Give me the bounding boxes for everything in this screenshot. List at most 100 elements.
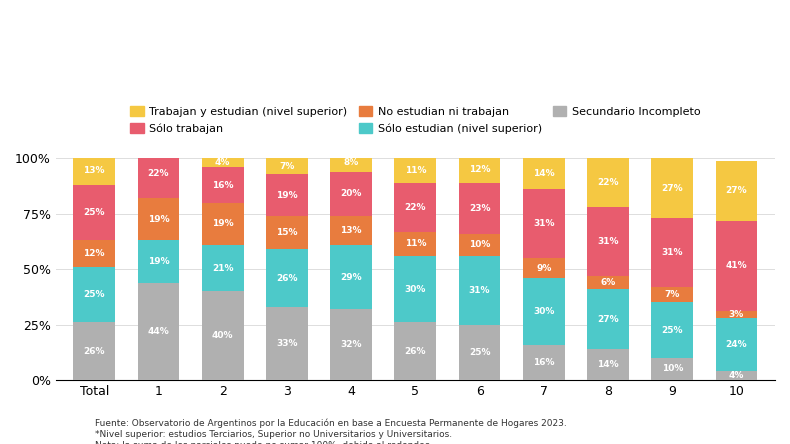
Bar	[716, 318, 758, 371]
Text: 26%: 26%	[276, 274, 298, 283]
Text: 26%: 26%	[404, 347, 426, 356]
Text: 11%: 11%	[404, 166, 426, 175]
Bar	[201, 167, 243, 203]
Text: 25%: 25%	[468, 348, 491, 357]
Text: 14%: 14%	[597, 360, 619, 369]
Text: 31%: 31%	[661, 248, 683, 257]
Text: 26%: 26%	[84, 347, 105, 356]
Text: 19%: 19%	[148, 215, 169, 224]
Text: 30%: 30%	[404, 285, 426, 293]
Text: 15%: 15%	[276, 228, 298, 237]
Bar	[716, 221, 758, 311]
Text: Nota: la suma de los parciales puede no sumar 100%, debido al redondeo.: Nota: la suma de los parciales puede no …	[95, 441, 433, 444]
Bar	[587, 159, 629, 207]
Bar	[73, 185, 115, 241]
Text: 6%: 6%	[600, 278, 615, 287]
Text: 27%: 27%	[661, 184, 683, 193]
Bar	[523, 159, 565, 190]
Bar	[330, 154, 372, 172]
Bar	[394, 232, 436, 256]
Bar	[587, 276, 629, 289]
Bar	[201, 245, 243, 291]
Bar	[201, 203, 243, 245]
Bar	[330, 245, 372, 309]
Bar	[201, 291, 243, 380]
Text: 7%: 7%	[279, 162, 295, 170]
Bar	[394, 322, 436, 380]
Text: 31%: 31%	[533, 219, 555, 228]
Text: 16%: 16%	[533, 358, 555, 367]
Text: 16%: 16%	[212, 181, 234, 190]
Bar	[137, 241, 179, 282]
Bar	[459, 325, 500, 380]
Bar	[394, 183, 436, 232]
Text: 22%: 22%	[148, 170, 169, 178]
Bar	[587, 289, 629, 349]
Bar	[652, 218, 693, 287]
Bar	[330, 309, 372, 380]
Bar	[266, 250, 308, 307]
Text: 4%: 4%	[215, 159, 231, 167]
Bar	[523, 190, 565, 258]
Text: 27%: 27%	[726, 186, 747, 195]
Text: 21%: 21%	[212, 264, 234, 273]
Text: 40%: 40%	[212, 331, 234, 340]
Bar	[459, 156, 500, 183]
Bar	[587, 349, 629, 380]
Text: 19%: 19%	[276, 190, 298, 199]
Text: 19%: 19%	[148, 257, 169, 266]
Text: 31%: 31%	[597, 237, 619, 246]
Text: 30%: 30%	[533, 307, 555, 316]
Bar	[137, 145, 179, 150]
Bar	[523, 278, 565, 345]
Text: 2%: 2%	[151, 143, 166, 152]
Bar	[716, 311, 758, 318]
Text: 24%: 24%	[726, 340, 747, 349]
Bar	[73, 322, 115, 380]
Text: 25%: 25%	[84, 290, 105, 299]
Bar	[652, 159, 693, 218]
Bar	[73, 267, 115, 322]
Bar	[587, 207, 629, 276]
Text: 25%: 25%	[661, 326, 683, 335]
Text: 41%: 41%	[726, 262, 747, 270]
Bar	[137, 198, 179, 241]
Text: 22%: 22%	[404, 203, 426, 212]
Text: 8%: 8%	[344, 159, 359, 167]
Text: 3%: 3%	[729, 310, 744, 319]
Text: Fuente: Observatorio de Argentinos por la Educación en base a Encuesta Permanent: Fuente: Observatorio de Argentinos por l…	[95, 419, 566, 428]
Text: 12%: 12%	[84, 249, 105, 258]
Text: 19%: 19%	[212, 219, 234, 228]
Text: 29%: 29%	[340, 273, 362, 281]
Bar	[73, 241, 115, 267]
Text: 4%: 4%	[729, 371, 744, 380]
Text: 14%: 14%	[533, 170, 555, 178]
Text: 22%: 22%	[597, 178, 619, 187]
Bar	[459, 256, 500, 325]
Text: 27%: 27%	[597, 315, 619, 324]
Bar	[266, 159, 308, 174]
Bar	[459, 183, 500, 234]
Bar	[716, 161, 758, 221]
Bar	[266, 174, 308, 216]
Text: 31%: 31%	[468, 286, 491, 295]
Bar	[523, 258, 565, 278]
Text: 25%: 25%	[84, 208, 105, 217]
Bar	[652, 358, 693, 380]
Bar	[266, 216, 308, 250]
Text: 12%: 12%	[468, 165, 491, 174]
Bar	[716, 371, 758, 380]
Text: 11%: 11%	[404, 239, 426, 248]
Text: 13%: 13%	[340, 226, 362, 235]
Text: 10%: 10%	[469, 240, 491, 250]
Bar	[330, 172, 372, 216]
Text: 32%: 32%	[340, 340, 362, 349]
Bar	[394, 256, 436, 322]
Bar	[652, 287, 693, 302]
Text: 44%: 44%	[148, 327, 169, 336]
Text: 7%: 7%	[664, 290, 680, 299]
Text: *Nivel superior: estudios Terciarios, Superior no Universitarios y Universitario: *Nivel superior: estudios Terciarios, Su…	[95, 430, 452, 440]
Text: 33%: 33%	[276, 339, 298, 348]
Bar	[652, 302, 693, 358]
Bar	[137, 150, 179, 198]
